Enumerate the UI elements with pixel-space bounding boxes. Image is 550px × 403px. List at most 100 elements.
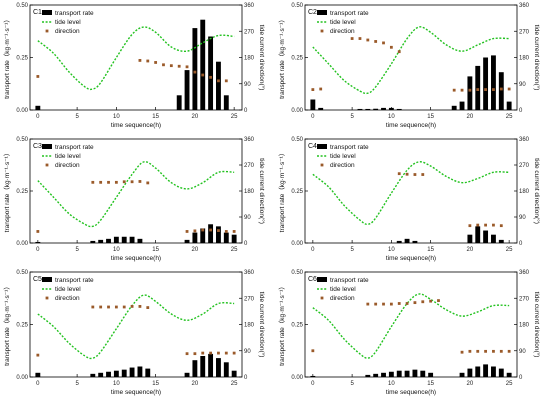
direction-point xyxy=(107,305,110,309)
direction-point xyxy=(91,305,95,309)
direction-point xyxy=(146,306,150,309)
legend-swatch-direction xyxy=(45,163,49,167)
y2-tick-label: 90 xyxy=(519,82,526,88)
y2-tick-label: 0 xyxy=(519,375,523,381)
legend: transport rate tide level direction xyxy=(317,277,369,302)
y2-tick-label: 0 xyxy=(244,375,248,381)
x-tick-label: 10 xyxy=(388,247,395,253)
y-axis-title-left: transport rate（kg·m⁻¹·s⁻¹） xyxy=(278,283,286,366)
x-tick-label: 5 xyxy=(350,381,354,387)
legend: transport rate tide level direction xyxy=(42,277,94,302)
direction-point xyxy=(185,65,189,69)
direction-point xyxy=(122,305,126,309)
x-tick-label: 25 xyxy=(231,247,238,253)
transport-bar xyxy=(121,369,127,377)
transport-bar xyxy=(208,353,214,377)
legend-label-transport: transport rate xyxy=(55,10,94,17)
transport-bar xyxy=(192,28,198,111)
y2-tick-label: 360 xyxy=(244,3,255,9)
transport-bar xyxy=(396,108,402,110)
legend-swatch-direction xyxy=(320,29,324,33)
y2-tick-label: 0 xyxy=(519,241,523,247)
direction-point xyxy=(138,59,142,62)
x-axis-title: time sequence(h) xyxy=(111,255,161,262)
transport-bar xyxy=(428,372,434,377)
direction-point xyxy=(389,45,393,49)
transport-bar xyxy=(396,240,402,243)
legend-label-direction: direction xyxy=(330,28,355,35)
y-tick-label: 0.50 xyxy=(16,3,28,9)
legend: transport rate tide level direction xyxy=(317,10,369,35)
panel-label: C2 xyxy=(308,9,317,16)
transport-bar xyxy=(506,101,512,110)
legend-label-tide: tide level xyxy=(330,153,356,160)
direction-point xyxy=(217,79,220,83)
y-tick-label: 0.50 xyxy=(16,137,28,143)
legend-label-tide: tide level xyxy=(55,286,81,293)
direction-point xyxy=(209,228,212,232)
direction-point xyxy=(397,302,401,305)
legend: transport rate tide level direction xyxy=(317,144,369,169)
y2-tick-label: 360 xyxy=(519,3,530,9)
y-tick-label: 0.00 xyxy=(16,375,28,381)
transport-bar xyxy=(491,234,496,243)
transport-bar xyxy=(184,70,190,110)
direction-point xyxy=(217,351,220,355)
x-tick-label: 5 xyxy=(350,114,354,120)
transport-bar xyxy=(381,107,386,110)
transport-bar xyxy=(35,241,41,243)
panel-label: C4 xyxy=(308,143,317,150)
transport-bar xyxy=(396,370,402,377)
direction-point xyxy=(185,230,189,233)
x-tick-label: 15 xyxy=(427,381,434,387)
direction-point xyxy=(162,63,165,67)
y2-tick-label: 90 xyxy=(244,215,251,221)
direction-point xyxy=(421,173,425,176)
direction-point xyxy=(397,50,401,54)
panel-label: C3 xyxy=(33,143,42,150)
transport-bar xyxy=(231,234,237,243)
legend-label-transport: transport rate xyxy=(330,277,369,284)
transport-bar xyxy=(192,232,198,243)
transport-bar xyxy=(388,371,394,377)
direction-point xyxy=(460,88,464,92)
tide-level-line xyxy=(37,294,235,360)
direction-point xyxy=(452,88,456,92)
panel-label: C6 xyxy=(308,276,317,283)
transport-bar xyxy=(98,372,104,377)
y2-tick-label: 90 xyxy=(244,349,251,355)
transport-bar xyxy=(200,356,206,377)
transport-bar xyxy=(467,76,473,110)
direction-point xyxy=(224,351,228,355)
x-tick-label: 25 xyxy=(506,381,513,387)
x-tick-label: 0 xyxy=(36,247,40,253)
x-tick-label: 15 xyxy=(427,247,434,253)
transport-bar xyxy=(388,107,394,110)
legend-label-tide: tide level xyxy=(55,19,81,26)
y2-tick-label: 0 xyxy=(244,108,248,114)
direction-point xyxy=(193,352,197,356)
x-tick-label: 15 xyxy=(152,114,159,120)
direction-point xyxy=(484,88,487,91)
direction-point xyxy=(114,305,118,309)
direction-point xyxy=(460,350,464,354)
x-tick-label: 15 xyxy=(152,247,159,253)
transport-bar xyxy=(420,370,426,377)
transport-bar xyxy=(223,95,229,110)
y2-tick-label: 0 xyxy=(244,241,248,247)
direction-point xyxy=(311,349,315,353)
direction-point xyxy=(499,349,503,353)
y2-tick-label: 360 xyxy=(519,137,530,143)
x-tick-label: 0 xyxy=(36,114,40,120)
transport-bar xyxy=(506,372,512,377)
direction-point xyxy=(217,229,220,232)
transport-bar xyxy=(381,372,386,377)
transport-bar xyxy=(216,226,221,243)
legend: transport rate tide level direction xyxy=(42,144,94,169)
y-tick-label: 0.00 xyxy=(291,108,303,114)
transport-bar xyxy=(475,226,481,243)
direction-point xyxy=(201,228,205,232)
x-tick-label: 5 xyxy=(75,381,79,387)
direction-point xyxy=(209,351,212,355)
